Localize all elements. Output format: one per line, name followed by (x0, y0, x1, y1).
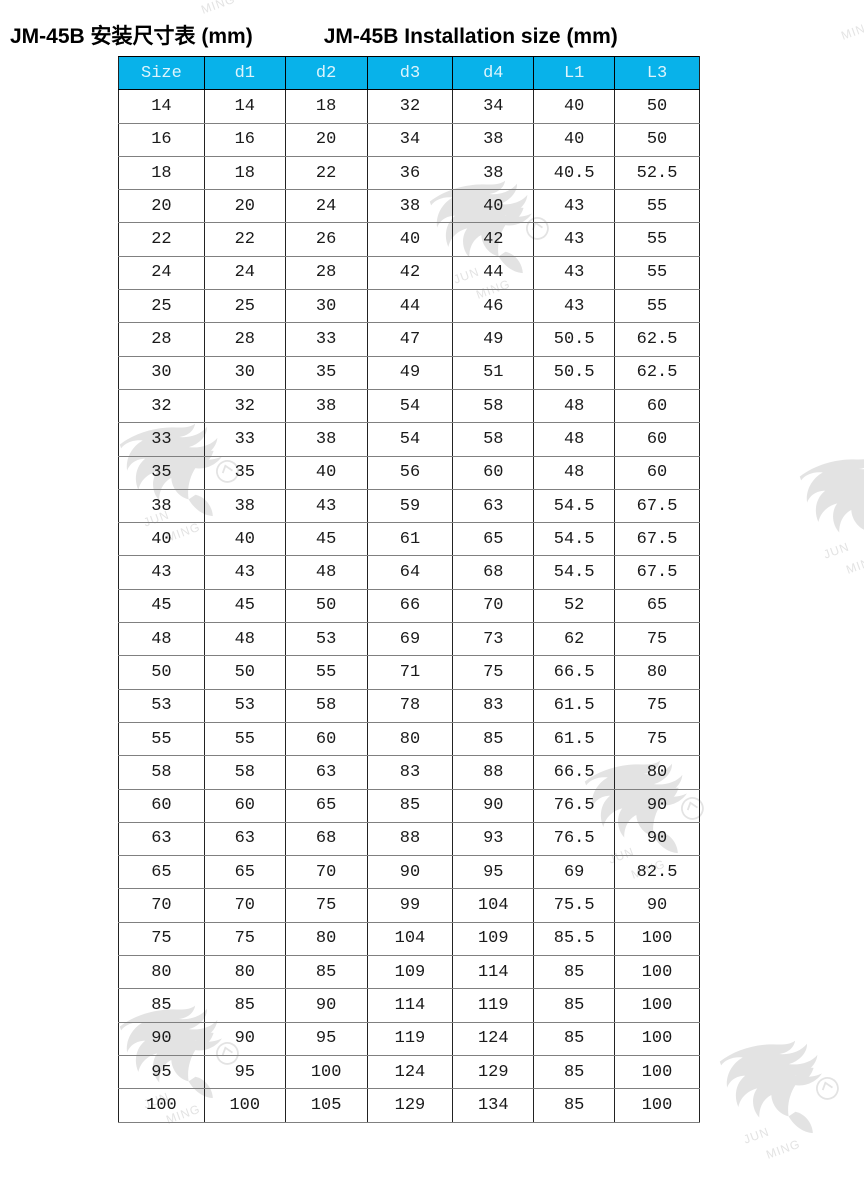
svg-text:MING: MING (839, 18, 864, 43)
